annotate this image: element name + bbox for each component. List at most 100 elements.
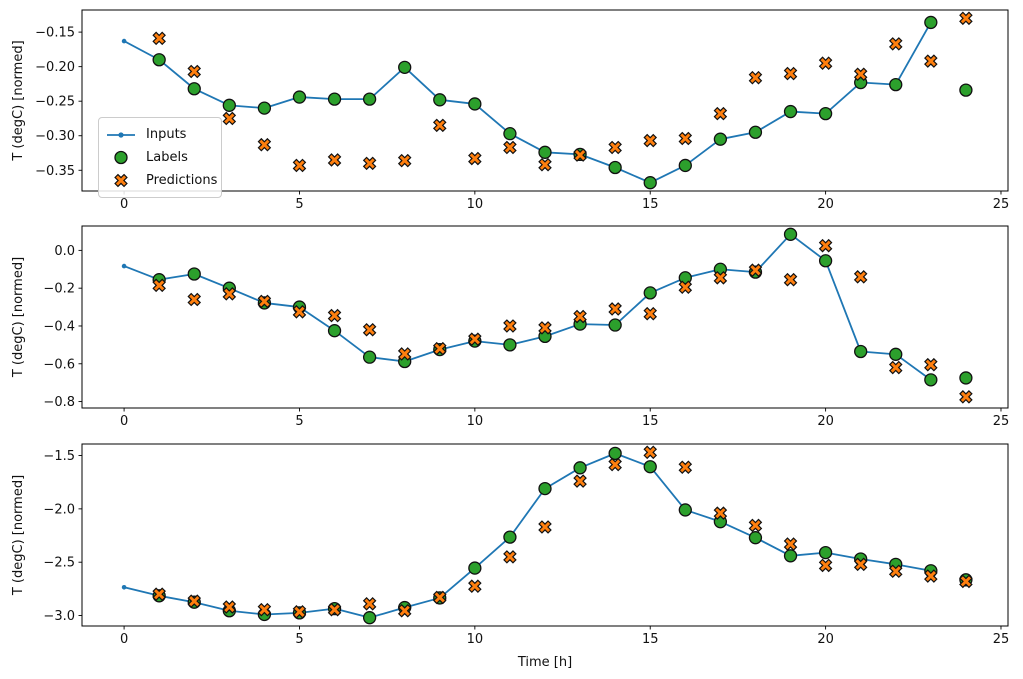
labels-point (854, 344, 868, 359)
x-tick-label: 5 (295, 414, 303, 429)
labels-point (152, 53, 166, 67)
predictions-point (818, 56, 833, 70)
labels-point (783, 549, 798, 563)
predictions-point (152, 31, 166, 46)
predictions-point (257, 137, 272, 152)
labels-point (889, 347, 903, 361)
inputs-point (121, 584, 127, 590)
predictions-point (397, 153, 412, 168)
predictions-point (924, 54, 938, 68)
labels-point (818, 106, 833, 121)
predictions-point (678, 460, 693, 475)
predictions-point (853, 270, 868, 284)
inputs-point (121, 263, 127, 269)
predictions-point (222, 111, 237, 126)
predictions-point (573, 309, 587, 324)
labels-point (433, 93, 447, 107)
predictions-point (818, 238, 833, 253)
predictions-point (608, 457, 622, 472)
labels-point (924, 15, 938, 30)
predictions-point (397, 603, 412, 618)
predictions-point (503, 319, 517, 333)
x-tick-label: 15 (642, 197, 659, 212)
x-tick-label: 10 (467, 632, 484, 647)
predictions-point (643, 306, 658, 321)
predictions-point (678, 131, 693, 146)
predictions-point (713, 106, 728, 121)
x-tick-label: 10 (467, 414, 484, 429)
predictions-point (468, 579, 482, 593)
labels-point (643, 286, 657, 300)
inputs-line (123, 233, 932, 381)
labels-point (187, 267, 201, 281)
subplot-1: 0 5 10 15 20 25 −0.15 −0.20 −0.25 −0.30 −0.35 T (de… (11, 9, 1009, 212)
legend-item-labels: Labels (105, 146, 213, 169)
predictions-point (468, 151, 482, 166)
predictions-point (748, 263, 763, 278)
predictions-point (959, 574, 973, 589)
labels-point (468, 561, 482, 575)
labels-point (503, 530, 517, 544)
y-tick-label: −0.20 (35, 60, 75, 75)
y-tick-label: −0.15 (35, 26, 75, 41)
labels-point (678, 158, 692, 173)
predictions-point (924, 569, 938, 583)
y-tick-label: −0.25 (35, 95, 75, 110)
inputs-line (123, 21, 932, 184)
predictions-point (573, 148, 587, 162)
labels-point (608, 160, 622, 175)
predictions-point (538, 321, 552, 335)
predictions-point (573, 474, 587, 488)
predictions-point (853, 67, 868, 82)
x-tick-label: 20 (817, 414, 834, 429)
predictions-point (292, 305, 307, 319)
legend: Inputs Labels Predictions (98, 117, 222, 198)
y-tick-label: −0.8 (43, 395, 75, 410)
predictions-point (783, 272, 798, 287)
legend-label-inputs: Inputs (146, 127, 187, 142)
x-tick-label: 20 (817, 632, 834, 647)
x-tick-label: 0 (120, 414, 128, 429)
predictions-point (608, 302, 622, 316)
y-tick-label: −0.2 (43, 282, 75, 297)
predictions-point (748, 70, 763, 85)
predictions-point (187, 64, 202, 79)
predictions-point (538, 520, 552, 534)
labels-point (748, 125, 763, 139)
y-tick-label: −2.5 (43, 556, 75, 571)
predictions-point (538, 157, 552, 172)
labels-point (713, 132, 728, 146)
predictions-point (643, 445, 658, 460)
predictions-x-sample (114, 173, 128, 188)
labels-point (959, 83, 973, 97)
predictions-point (432, 118, 447, 133)
x-tick-label: 5 (295, 632, 303, 647)
inputs-dot-sample (118, 131, 124, 138)
labels-point (608, 446, 622, 461)
labels-point (538, 145, 552, 159)
predictions-point (888, 564, 903, 579)
labels-point (327, 92, 342, 106)
y-axis-label: T (degC) [normed] (11, 475, 26, 596)
x-tick-label: 15 (642, 414, 659, 429)
y-tick-label: −2.0 (43, 502, 75, 517)
labels-point (503, 127, 517, 141)
x-tick-label: 10 (467, 197, 484, 212)
predictions-point (397, 347, 412, 361)
labels-point (643, 460, 657, 474)
y-tick-label: −0.6 (43, 357, 75, 372)
y-tick-label: −0.4 (43, 319, 75, 334)
x-tick-label: 0 (120, 197, 128, 212)
labels-point (818, 254, 833, 268)
predictions-point (187, 594, 202, 608)
inputs-line (123, 452, 931, 619)
x-axis-label: Time [h] (517, 655, 572, 670)
x-tick-label: 0 (120, 632, 128, 647)
predictions-point (853, 557, 868, 572)
predictions-point (713, 506, 728, 520)
labels-point (362, 350, 377, 364)
predictions-point (818, 558, 833, 573)
labels-point (643, 176, 657, 190)
